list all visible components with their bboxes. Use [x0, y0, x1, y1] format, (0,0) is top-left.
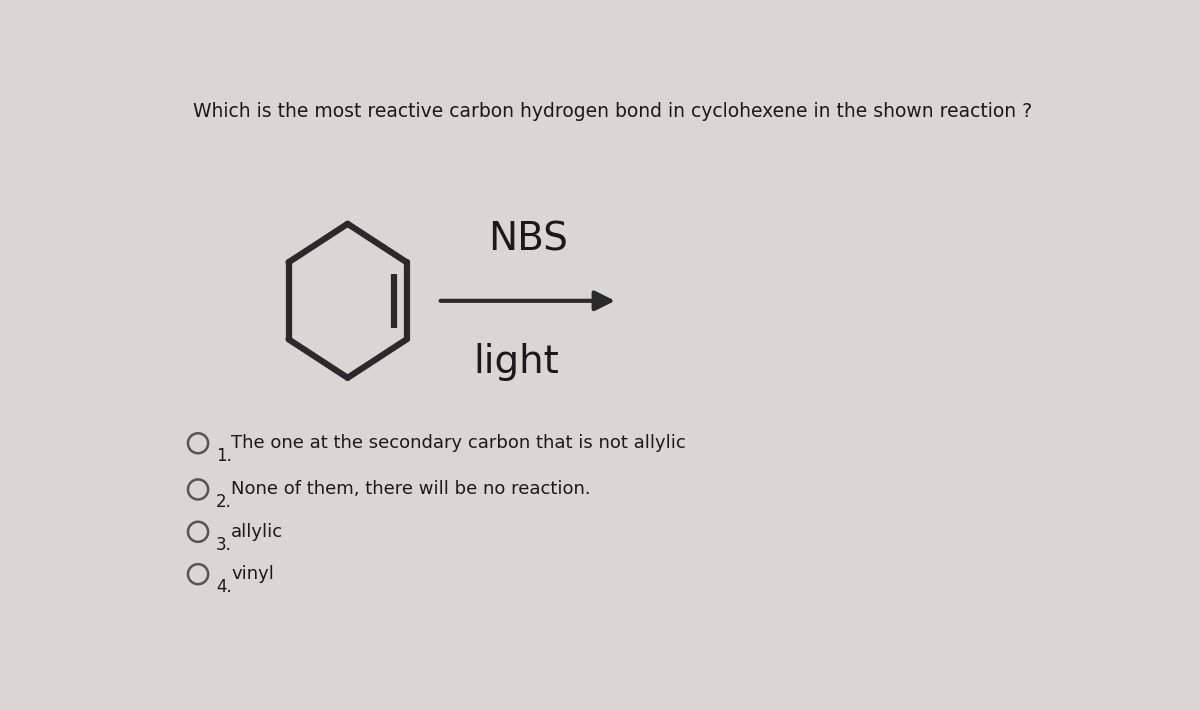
Text: light: light [473, 343, 559, 381]
Text: NBS: NBS [488, 220, 568, 258]
Text: 4.: 4. [216, 578, 232, 596]
Text: 2.: 2. [216, 493, 232, 511]
Text: The one at the secondary carbon that is not allylic: The one at the secondary carbon that is … [232, 435, 686, 452]
Text: 1.: 1. [216, 447, 232, 465]
Text: vinyl: vinyl [232, 565, 275, 583]
Text: None of them, there will be no reaction.: None of them, there will be no reaction. [232, 481, 592, 498]
Text: Which is the most reactive carbon hydrogen bond in cyclohexene in the shown reac: Which is the most reactive carbon hydrog… [193, 102, 1032, 121]
Text: allylic: allylic [232, 523, 283, 541]
Text: 3.: 3. [216, 535, 232, 554]
